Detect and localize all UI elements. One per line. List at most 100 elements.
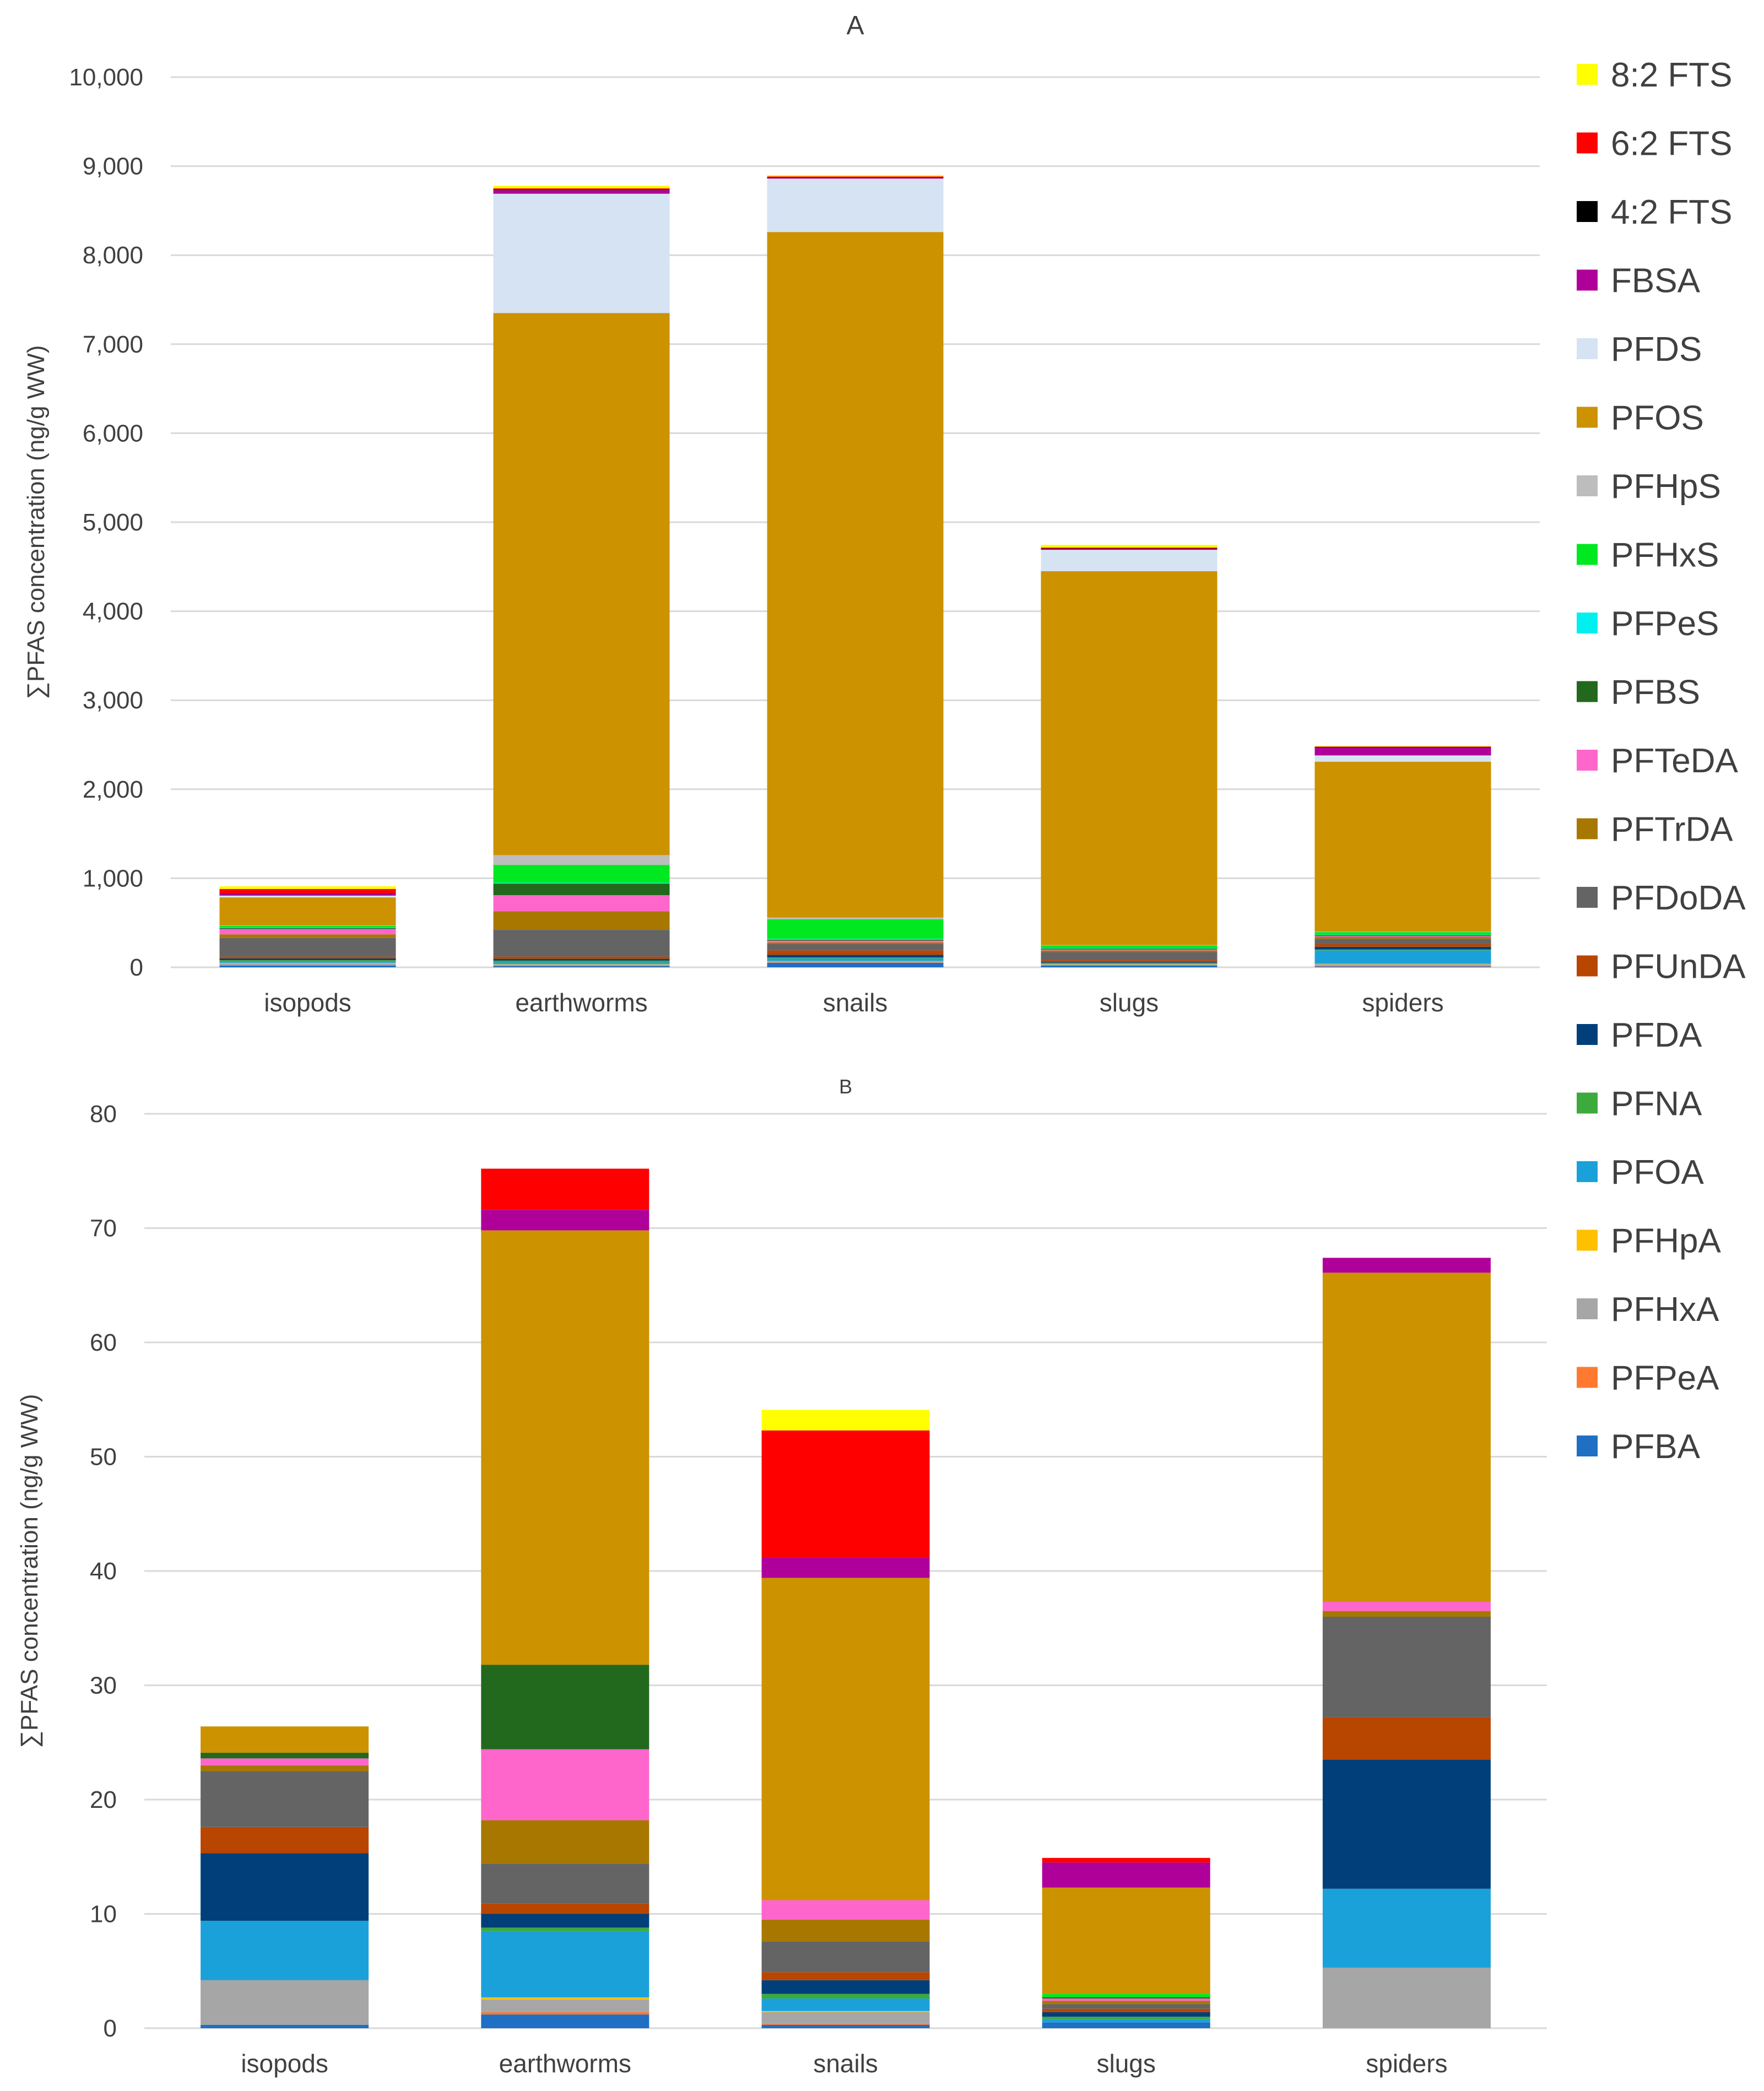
chart-a-xtick-label: isopods — [264, 988, 351, 1017]
legend-label: PFDA — [1611, 1016, 1702, 1054]
chart-a-bar-isopods-pfunda — [219, 956, 396, 958]
chart-b-bar-slugs-6-2-fts — [1042, 1857, 1210, 1863]
chart-b-bar-isopods-pftrda — [201, 1765, 369, 1772]
chart-a-ytick-label: 6,000 — [83, 420, 143, 447]
chart-b-bar-snails-pfunda — [761, 1972, 930, 1980]
chart-b-bar-snails-pfoa — [761, 1998, 930, 2011]
chart-a-bar-snails-pfpea — [767, 962, 944, 963]
chart-a-bar-snails-4-2-fts — [767, 177, 944, 178]
legend-swatch — [1577, 750, 1598, 771]
chart-a-bar-isopods-pfteda — [219, 929, 396, 935]
chart-a-bar-spiders-pfdoda — [1314, 939, 1491, 944]
chart-a-bar-spiders-pfda — [1314, 946, 1491, 950]
chart-a-bar-snails-pfhps — [767, 917, 944, 919]
chart-b-bar-snails-fbsa — [761, 1557, 930, 1578]
legend-label: 8:2 FTS — [1611, 56, 1733, 94]
chart-a-bar-earthworms-6-2-fts — [493, 188, 670, 190]
chart-a-bar-earthworms-pfhxs — [493, 865, 670, 883]
chart-a-bar-snails-fbsa — [767, 177, 944, 179]
legend-label: PFHpS — [1611, 468, 1721, 506]
chart-a-bar-snails-pfteda — [767, 940, 944, 942]
chart-a-bar-isopods-pftrda — [219, 934, 396, 938]
chart-a-bar-spiders-pfds — [1314, 755, 1491, 762]
chart-a-bar-isopods-pfds — [219, 895, 396, 898]
chart-a-bar-slugs-pfpea — [1041, 965, 1218, 966]
chart-a-bar-slugs-pfbs — [1041, 949, 1218, 950]
chart-b-bar-earthworms-pfdoda — [481, 1864, 650, 1904]
chart-a-bar-earthworms-pfda — [493, 958, 670, 961]
chart-a-bar-isopods-pfoa — [219, 961, 396, 963]
chart-a-bar-earthworms-pfoa — [493, 962, 670, 965]
chart-a-bar-spiders-6-2-fts — [1314, 746, 1491, 747]
chart-b-ytick-label: 50 — [90, 1444, 117, 1471]
legend-label: PFBA — [1611, 1428, 1701, 1466]
legend-swatch — [1577, 613, 1598, 633]
chart-b-bar-isopods-pfoa — [201, 1920, 369, 1980]
legend-swatch — [1577, 475, 1598, 496]
chart-b-bar-earthworms-pfpea — [481, 2012, 650, 2015]
chart-b-bar-snails-pfhpa — [761, 2011, 930, 2012]
chart-b-bar-spiders-pfos — [1322, 1272, 1491, 1602]
legend-label: PFPeA — [1611, 1359, 1719, 1397]
legend-label: 6:2 FTS — [1611, 125, 1733, 163]
legend-label: PFBS — [1611, 674, 1700, 712]
chart-a-ytick-label: 2,000 — [83, 776, 143, 803]
chart-a-bar-snails-pfdoda — [767, 944, 944, 951]
chart-a: A 0 1,000 2,000 3,000 4,000 5,000 6,000 7,000 8,0… — [23, 11, 1540, 1017]
chart-b-ytick-label: 80 — [90, 1101, 117, 1128]
chart-a-ytick-label: 1,000 — [83, 865, 143, 892]
chart-b-bar-snails-8-2-fts — [761, 1410, 930, 1431]
chart-a-bar-snails-pfda — [767, 955, 944, 958]
chart-a-bar-earthworms-pfds — [493, 193, 670, 313]
chart-a-bar-isopods-pfpea — [219, 965, 396, 966]
chart-b-bar-isopods-pfba — [201, 2024, 369, 2028]
chart-b-bar-isopods-pfdoda — [201, 1771, 369, 1827]
chart-a-bar-slugs-fbsa — [1041, 549, 1218, 550]
legend-swatch — [1577, 887, 1598, 908]
chart-a-bar-earthworms-8-2-fts — [493, 186, 670, 188]
chart-b-bar-slugs-pfna — [1042, 2017, 1210, 2019]
chart-a-bar-spiders-pfunda — [1314, 944, 1491, 947]
chart-a-bar-spiders-pfteda — [1314, 936, 1491, 938]
chart-a-bar-slugs-6-2-fts — [1041, 548, 1218, 549]
chart-b-bar-spiders-pfdoda — [1322, 1617, 1491, 1718]
chart-a-xtick-label: snails — [823, 988, 888, 1017]
chart-a-bar-earthworms-pfos — [493, 313, 670, 855]
chart-b-ytick-label: 40 — [90, 1558, 117, 1585]
chart-b-bar-snails-pfda — [761, 1980, 930, 1994]
chart-b-bar-spiders-pfda — [1322, 1759, 1491, 1889]
chart-a-bar-slugs-pftrda — [1041, 950, 1218, 952]
chart-a-bar-isopods-fbsa — [219, 893, 396, 896]
chart-b-bar-slugs-pfos — [1042, 1887, 1210, 1994]
chart-a-bar-spiders-pfhxs — [1314, 932, 1491, 935]
chart-a-bar-spiders-pfoa — [1314, 950, 1491, 964]
chart-a-ytick-label: 8,000 — [83, 242, 143, 269]
chart-a-bar-slugs-pfoa — [1041, 963, 1218, 965]
chart-a-bar-slugs-pfhxs — [1041, 945, 1218, 949]
chart-a-bar-isopods-pfhps — [219, 925, 396, 926]
chart-b-bar-slugs-pfoa — [1042, 2019, 1210, 2023]
legend-label: PFOA — [1611, 1153, 1704, 1191]
chart-a-bar-snails-pfna — [767, 957, 944, 958]
chart-b-ytick-label: 60 — [90, 1329, 117, 1356]
legend-label: PFDoDA — [1611, 879, 1746, 917]
chart-a-bar-isopods-pfna — [219, 960, 396, 961]
chart-b-bar-isopods-pfteda — [201, 1758, 369, 1765]
chart-b-bar-isopods-pfunda — [201, 1827, 369, 1854]
chart-b-bar-earthworms-pfteda — [481, 1749, 650, 1821]
chart-a-bar-earthworms-pfna — [493, 960, 670, 963]
chart-a-bar-snails-pfunda — [767, 950, 944, 955]
chart-a-bar-isopods-6-2-fts — [219, 889, 396, 893]
legend-label: PFHpA — [1611, 1222, 1721, 1260]
chart-b-xtick-label: slugs — [1097, 2049, 1156, 2078]
legend-swatch — [1577, 1024, 1598, 1045]
chart-b-bar-earthworms-pfhpa — [481, 1997, 650, 2000]
legend-swatch — [1577, 544, 1598, 565]
chart-b-bar-earthworms-pfda — [481, 1914, 650, 1928]
chart-a-bar-isopods-pfos — [219, 897, 396, 926]
chart-b-bar-earthworms-fbsa — [481, 1210, 650, 1231]
chart-a-bar-earthworms-pfpes — [493, 882, 670, 884]
chart-b-ytick-label: 20 — [90, 1786, 117, 1813]
chart-a-bar-snails-pfos — [767, 232, 944, 918]
